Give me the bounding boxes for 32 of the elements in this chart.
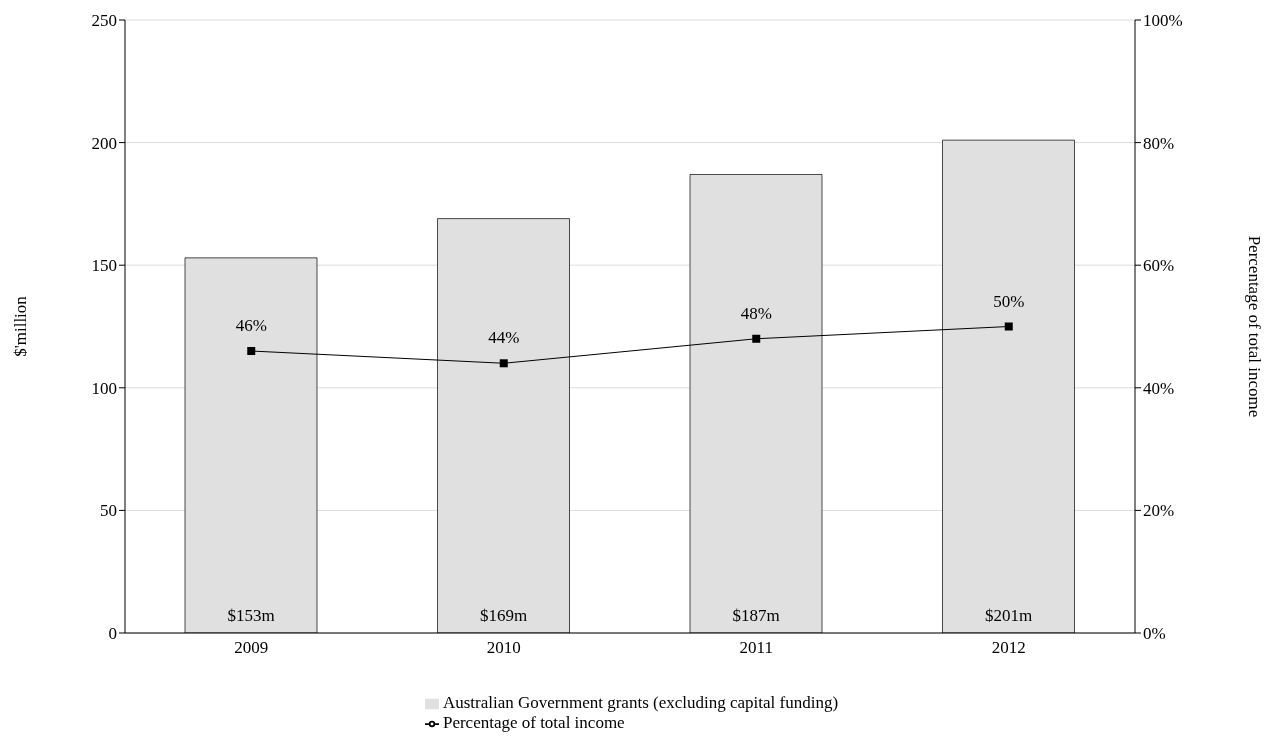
- y2-tick-label: 100%: [1143, 11, 1183, 31]
- point: [247, 347, 256, 356]
- data-label: 48%: [740, 303, 772, 323]
- y-tick-label: 150: [91, 256, 117, 276]
- y-axis-title: $'million: [11, 295, 31, 357]
- x-tick-label: 2009: [234, 638, 269, 658]
- x-tick-label: 2011: [739, 638, 773, 658]
- data-label: $201m: [984, 606, 1033, 625]
- y-tick-label: 100: [91, 378, 117, 398]
- y2-tick-label: 40%: [1143, 378, 1175, 398]
- y2-tick-label: 80%: [1143, 133, 1175, 153]
- data-label: 46%: [235, 316, 267, 336]
- y-tick-label: 0: [108, 624, 117, 644]
- data-label: $153m: [227, 606, 275, 625]
- y2-axis-title: Percentage of total income: [1244, 235, 1264, 418]
- y-tick-label: 200: [91, 133, 117, 153]
- legend-label: Percentage of total income: [442, 713, 625, 732]
- y2-tick-label: 0%: [1143, 624, 1166, 644]
- y2-tick-label: 20%: [1143, 501, 1175, 521]
- data-label: $187m: [732, 606, 780, 625]
- point: [499, 359, 508, 368]
- x-tick-label: 2010: [486, 638, 521, 658]
- x-tick-label: 2012: [991, 638, 1026, 658]
- point: [1004, 322, 1013, 331]
- y2-tick-label: 60%: [1143, 256, 1175, 276]
- data-label: 44%: [488, 328, 520, 348]
- data-label: $169m: [479, 606, 528, 625]
- legend-label: Australian Government grants (excluding capital funding): [442, 693, 839, 712]
- data-label: 50%: [993, 291, 1025, 311]
- y-tick-label: 250: [91, 11, 117, 31]
- y-tick-label: 50: [100, 501, 117, 521]
- point: [752, 334, 761, 343]
